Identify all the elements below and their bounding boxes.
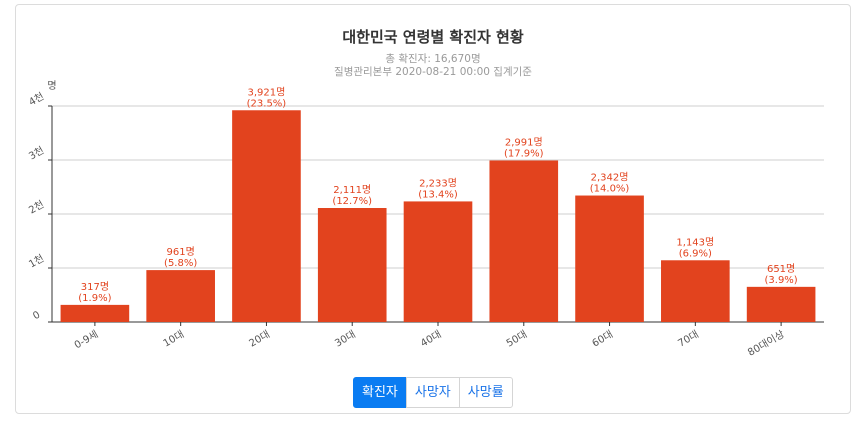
- percent-label: (12.7%): [332, 196, 372, 207]
- y-tick-label: 2천: [27, 198, 46, 216]
- x-tick-label: 50대: [504, 328, 529, 349]
- y-tick-labels: 0 1천 2천 3천 4천: [27, 90, 46, 322]
- bar: [489, 160, 559, 322]
- percent-label: (17.9%): [504, 148, 544, 159]
- x-tick-labels: 0-9세 10대 20대 30대 40대 50대 60대 70대 80대이상: [72, 322, 787, 359]
- chart-title: 대한민국 연령별 확진자 현황: [342, 28, 523, 46]
- data-labels: 317명(1.9%)961명(5.8%)3,921명(23.5%)2,111명(…: [78, 86, 798, 304]
- bar: [661, 260, 730, 322]
- deaths-button[interactable]: 사망자: [405, 377, 460, 408]
- y-tick-label: 4천: [27, 90, 46, 108]
- percent-label: (6.9%): [679, 248, 712, 259]
- bar: [60, 304, 130, 322]
- chart-source: 질병관리본부 2020-08-21 00:00 집계기준: [334, 66, 532, 78]
- cases-button[interactable]: 확진자: [353, 377, 407, 408]
- value-label: 961명: [167, 246, 195, 258]
- x-tick-label: 0-9세: [72, 328, 100, 351]
- bar: [232, 110, 301, 323]
- chart-subtitle: 총 확진자: 16,670명: [385, 52, 480, 65]
- value-label: 317명: [81, 281, 109, 293]
- y-tick-label: 3천: [27, 144, 46, 162]
- value-label: 651명: [767, 263, 795, 275]
- x-tick-label: 30대: [333, 328, 358, 349]
- bar: [403, 201, 473, 322]
- bar: [575, 195, 644, 322]
- x-tick-label: 60대: [590, 328, 615, 349]
- y-axis-unit-label: 명: [47, 80, 56, 92]
- value-label: 2,111명: [333, 184, 371, 196]
- metric-toggle-group: 확진자 사망자 사망률: [353, 377, 513, 408]
- percent-label: (5.8%): [164, 258, 197, 269]
- value-label: 3,921명: [248, 86, 286, 98]
- y-tick-label: 0: [31, 309, 42, 322]
- bar: [146, 270, 215, 322]
- value-label: 1,143명: [676, 236, 714, 248]
- bar: [746, 286, 816, 322]
- percent-label: (23.5%): [247, 98, 287, 109]
- value-label: 2,342명: [591, 172, 629, 184]
- percent-label: (1.9%): [78, 293, 111, 304]
- percent-label: (3.9%): [765, 275, 798, 286]
- value-label: 2,233명: [419, 177, 457, 189]
- bars: [60, 110, 816, 323]
- value-label: 2,991명: [505, 136, 543, 148]
- x-tick-label: 80대이상: [746, 328, 787, 359]
- fatality-rate-button[interactable]: 사망률: [458, 377, 513, 408]
- y-tick-label: 1천: [27, 252, 46, 270]
- percent-label: (14.0%): [590, 184, 630, 195]
- x-tick-label: 20대: [247, 328, 272, 349]
- x-tick-label: 70대: [676, 328, 701, 349]
- x-tick-label: 40대: [419, 328, 444, 349]
- percent-label: (13.4%): [418, 189, 458, 200]
- bar: [317, 208, 387, 322]
- x-tick-label: 10대: [161, 328, 186, 349]
